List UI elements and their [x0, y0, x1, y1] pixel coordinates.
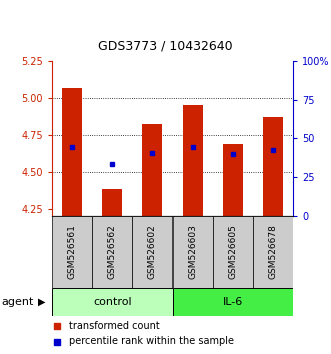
Bar: [172, 288, 293, 316]
Text: ▶: ▶: [38, 297, 45, 307]
Text: percentile rank within the sample: percentile rank within the sample: [69, 337, 234, 347]
Text: GSM526602: GSM526602: [148, 225, 157, 279]
Text: GSM526678: GSM526678: [268, 224, 277, 279]
Bar: [223, 144, 243, 216]
Bar: [52, 288, 172, 316]
Bar: [263, 117, 283, 216]
Bar: [142, 125, 163, 216]
Bar: [52, 216, 92, 288]
Text: transformed count: transformed count: [69, 320, 160, 331]
Text: GSM526562: GSM526562: [108, 225, 117, 279]
Bar: [62, 87, 82, 216]
Bar: [182, 105, 203, 216]
Bar: [253, 216, 293, 288]
Text: control: control: [93, 297, 131, 307]
Bar: [102, 189, 122, 216]
Bar: [213, 216, 253, 288]
Text: GDS3773 / 10432640: GDS3773 / 10432640: [98, 40, 233, 53]
Bar: [132, 216, 172, 288]
Text: IL-6: IL-6: [223, 297, 243, 307]
Bar: [92, 216, 132, 288]
Text: GSM526603: GSM526603: [188, 224, 197, 279]
Bar: [172, 216, 213, 288]
Text: GSM526561: GSM526561: [68, 224, 76, 279]
Text: GSM526605: GSM526605: [228, 224, 237, 279]
Text: agent: agent: [2, 297, 34, 307]
